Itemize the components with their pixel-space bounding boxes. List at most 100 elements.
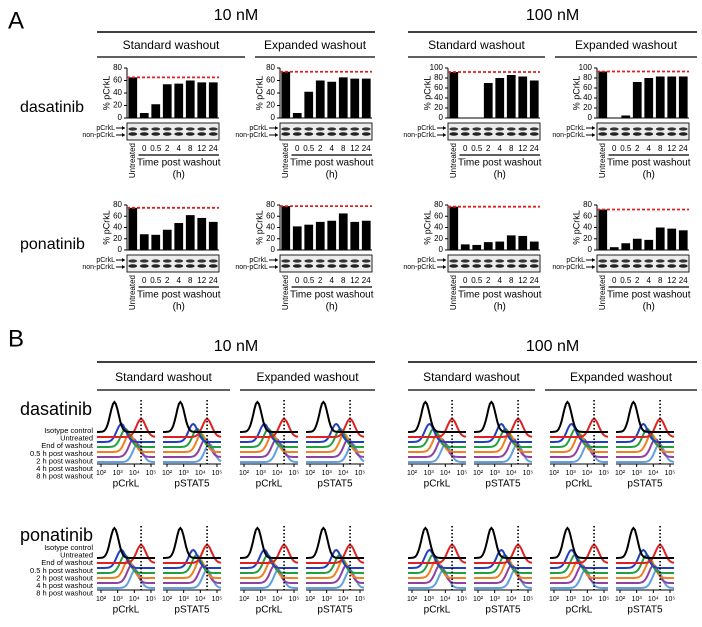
x-tick-label: 10⁵ xyxy=(212,470,223,477)
blot-band xyxy=(338,127,348,131)
bar xyxy=(449,72,459,118)
bar xyxy=(506,75,516,118)
blot-arrowhead xyxy=(443,265,446,269)
x-tick-label: Untreated xyxy=(598,275,607,310)
x-tick-label: 12 xyxy=(197,144,206,153)
histogram-trace xyxy=(240,400,298,433)
x-tick-label: 12 xyxy=(197,276,206,285)
y-tick-label: 100 xyxy=(430,63,444,72)
blot-band xyxy=(472,127,482,131)
blot-band xyxy=(327,132,337,136)
y-tick-label: 40 xyxy=(583,93,592,102)
x-tick-label: 10⁵ xyxy=(523,470,534,477)
blot-band xyxy=(151,127,161,131)
histogram-trace xyxy=(306,544,365,564)
legend-entry: Isotype control xyxy=(44,543,93,552)
x-tick-label: 10³ xyxy=(490,470,501,477)
x-axis-label: Time post washout xyxy=(458,158,542,169)
x-tick-label: 0 xyxy=(463,144,468,153)
blot-arrowhead xyxy=(122,126,125,130)
y-tick-label: 80 xyxy=(266,200,275,209)
x-tick-label: 10³ xyxy=(179,596,190,603)
blot-band xyxy=(174,259,184,263)
bar xyxy=(632,82,642,118)
bar xyxy=(281,71,291,118)
x-axis-unit: (h) xyxy=(643,170,655,181)
x-tick-label: 10³ xyxy=(632,470,643,477)
blot-band xyxy=(174,264,184,268)
bar xyxy=(128,207,138,250)
x-tick-label: 10⁴ xyxy=(648,470,659,477)
blot-arrowhead xyxy=(275,126,278,130)
blot-band xyxy=(655,132,665,136)
x-tick-label: 10⁵ xyxy=(665,596,676,603)
x-axis-label: pSTAT5 xyxy=(627,605,663,616)
x-axis-label: Time post washout xyxy=(458,290,542,301)
legend-entry: 0.5 h post washout xyxy=(30,566,94,575)
blot-label: pCrkL xyxy=(96,257,115,264)
x-tick-label: 10³ xyxy=(490,596,501,603)
x-tick-label: 2 xyxy=(318,144,323,153)
blot-band xyxy=(128,132,138,136)
y-tick-label: 60 xyxy=(266,211,275,220)
y-tick-label: 80 xyxy=(583,200,592,209)
histogram-trace xyxy=(163,442,222,463)
x-tick-label: Untreated xyxy=(128,143,137,178)
bar xyxy=(598,209,608,250)
y-tick-label: 20 xyxy=(266,234,275,243)
x-tick-label: 10⁵ xyxy=(599,596,610,603)
washout-header: Expanded washout xyxy=(256,370,359,384)
x-tick-label: Untreated xyxy=(281,143,290,178)
x-tick-label: 4 xyxy=(177,144,182,153)
x-axis-label: pCrkL xyxy=(424,479,451,490)
blot-band xyxy=(678,259,688,263)
x-axis-label: Time post washout xyxy=(290,290,374,301)
bar xyxy=(338,77,348,118)
x-tick-label: 0.5 xyxy=(303,276,315,285)
histogram-trace xyxy=(616,548,674,569)
bar xyxy=(327,220,337,250)
x-tick-label: 2 xyxy=(635,144,640,153)
bar xyxy=(162,84,172,118)
x-tick-label: 8 xyxy=(188,144,193,153)
histogram-trace xyxy=(240,526,298,559)
legend-entry: 2 h post washout xyxy=(36,573,94,582)
histogram-trace xyxy=(408,418,467,438)
bar xyxy=(292,113,302,118)
bar xyxy=(621,243,631,250)
bar xyxy=(350,221,360,250)
bar xyxy=(174,83,184,118)
x-tick-label: 0 xyxy=(463,276,468,285)
blot-band xyxy=(327,127,337,131)
blot-band xyxy=(162,127,172,131)
bar xyxy=(327,81,337,118)
blot-band xyxy=(350,127,360,131)
x-tick-label: 24 xyxy=(362,276,371,285)
blot-band xyxy=(338,264,348,268)
blot-band xyxy=(197,127,207,131)
blot-band xyxy=(350,132,360,136)
x-tick-label: 10⁴ xyxy=(506,470,517,477)
bar xyxy=(518,235,528,250)
histogram-trace xyxy=(474,418,533,438)
x-tick-label: 0 xyxy=(295,276,300,285)
blot-band xyxy=(350,264,360,268)
washout-header: Standard washout xyxy=(123,38,220,52)
y-tick-label: 80 xyxy=(113,200,122,209)
washout-header: Standard washout xyxy=(428,38,525,52)
bar xyxy=(304,224,314,250)
x-tick-label: 10² xyxy=(473,596,484,603)
x-tick-label: 12 xyxy=(350,276,359,285)
x-axis-label: pSTAT5 xyxy=(174,605,210,616)
x-tick-label: 10³ xyxy=(566,470,577,477)
blot-arrowhead xyxy=(122,133,125,137)
bar xyxy=(304,91,314,118)
x-tick-label: 0.5 xyxy=(471,144,483,153)
x-axis-label: pSTAT5 xyxy=(485,479,521,490)
y-tick-label: 60 xyxy=(434,83,443,92)
blot-band xyxy=(128,127,138,131)
histogram-trace xyxy=(408,544,467,564)
x-tick-label: 12 xyxy=(667,144,676,153)
bar xyxy=(678,230,688,250)
histogram-trace xyxy=(616,400,674,433)
